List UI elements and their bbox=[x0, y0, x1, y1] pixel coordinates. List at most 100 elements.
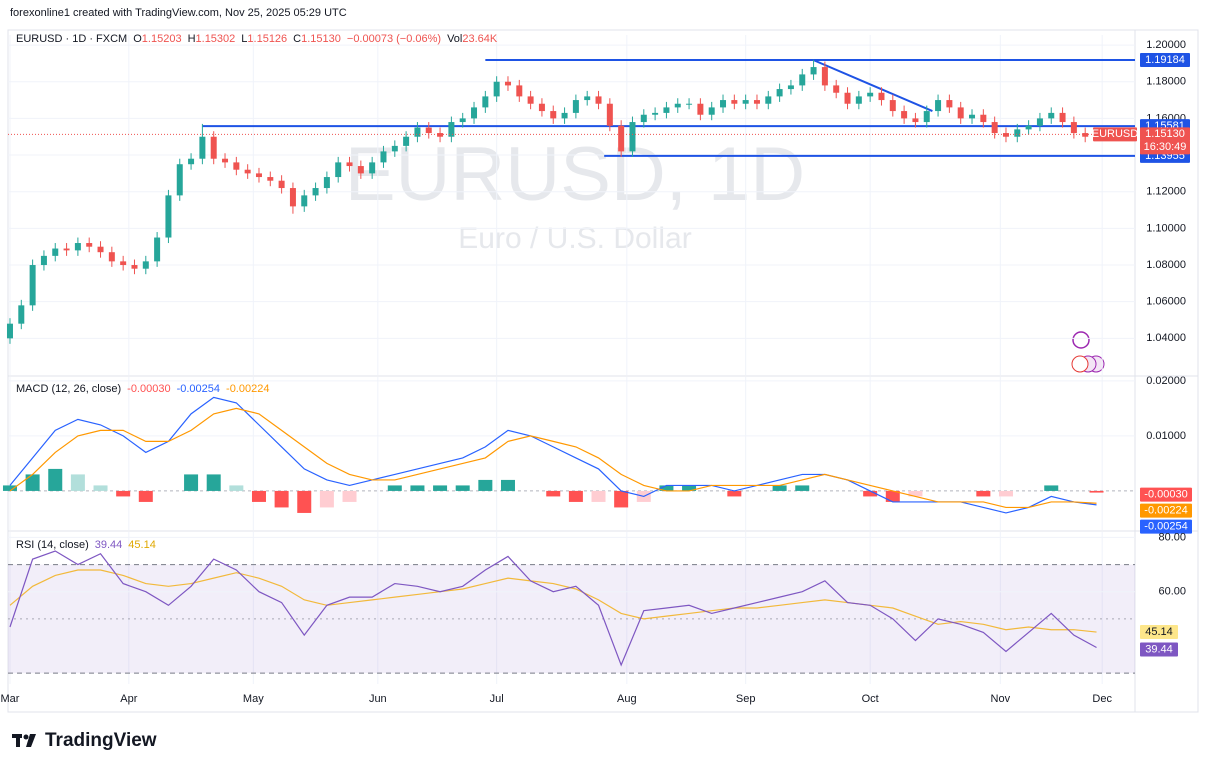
candle-body bbox=[629, 122, 636, 152]
candle-body bbox=[810, 67, 817, 75]
candle-body bbox=[188, 158, 195, 165]
candle-body bbox=[686, 103, 693, 105]
y-tick-label: 1.04000 bbox=[1146, 332, 1186, 344]
candle-body bbox=[1070, 122, 1077, 134]
ticker-label-bg bbox=[1093, 127, 1137, 142]
candle-body bbox=[210, 136, 217, 159]
legend: MACD (12, 26, close) -0.00030 -0.00254 -0.0… bbox=[16, 383, 269, 395]
histogram-bar bbox=[433, 485, 448, 491]
ohlc-value: 1.15130 bbox=[301, 33, 341, 45]
candle-body bbox=[742, 100, 749, 104]
candle-body bbox=[335, 162, 342, 178]
candle-body bbox=[527, 96, 534, 104]
candle-body bbox=[63, 248, 70, 251]
histogram-bar bbox=[410, 485, 425, 491]
candle-body bbox=[640, 114, 647, 123]
candle-body bbox=[255, 173, 262, 178]
histogram-bar bbox=[70, 474, 85, 491]
candle-body bbox=[312, 188, 319, 196]
candle-body bbox=[980, 114, 987, 123]
legend: EURUSD · 1D · FXCM O1.15203 H1.15302 L1.151… bbox=[16, 33, 498, 45]
macd-last: -0.00254 bbox=[1144, 520, 1187, 532]
histogram-bar bbox=[795, 485, 810, 491]
trend-line bbox=[813, 59, 933, 112]
candle-body bbox=[482, 96, 489, 108]
indicator-title: RSI (14, close) bbox=[16, 539, 89, 551]
x-tick-label: May bbox=[243, 693, 264, 705]
candle-body bbox=[108, 252, 115, 262]
histogram-bar bbox=[568, 490, 583, 502]
x-tick-label: Aug bbox=[617, 693, 637, 705]
histogram-bar bbox=[2, 485, 17, 491]
candle-body bbox=[504, 81, 511, 86]
ohlc-key: L bbox=[241, 33, 247, 45]
histogram-bar bbox=[206, 474, 221, 491]
histogram-last: -0.00030 bbox=[1144, 488, 1187, 500]
signal-value: -0.00224 bbox=[226, 383, 269, 395]
candle-body bbox=[86, 243, 93, 247]
rsi-last-bg bbox=[1140, 642, 1178, 657]
watermark-title: EURUSD, 1D bbox=[345, 132, 805, 217]
histogram-bar bbox=[251, 490, 266, 502]
candle-body bbox=[708, 107, 715, 115]
candle-body bbox=[674, 103, 681, 108]
candle-body bbox=[425, 127, 432, 134]
candle-body bbox=[369, 162, 376, 174]
ohlc-key: O bbox=[133, 33, 142, 45]
candle-body bbox=[957, 107, 964, 119]
brand: TradingView bbox=[45, 730, 157, 751]
x-tick-label: Oct bbox=[862, 693, 879, 705]
frame bbox=[7, 29, 1199, 713]
candle-body bbox=[176, 164, 183, 196]
candle-body bbox=[74, 243, 81, 251]
candle-body bbox=[391, 145, 398, 152]
candle-body bbox=[606, 103, 613, 126]
candle-body bbox=[1014, 129, 1021, 137]
event-icon[interactable] bbox=[1071, 355, 1089, 373]
candle-body bbox=[1048, 112, 1055, 119]
candle-body bbox=[40, 255, 47, 266]
histogram-last-bg bbox=[1140, 487, 1192, 502]
volume-key: Vol bbox=[447, 33, 462, 45]
candle-body bbox=[323, 177, 330, 189]
candle-body bbox=[267, 177, 274, 181]
x-tick-label: Dec bbox=[1092, 693, 1112, 705]
x-tick-label: Sep bbox=[736, 693, 756, 705]
candle-body bbox=[969, 114, 976, 119]
candle-body bbox=[1036, 118, 1043, 126]
y-tick-label: 0.01000 bbox=[1146, 430, 1186, 442]
candle-body bbox=[131, 265, 138, 269]
candle-body bbox=[1059, 112, 1066, 123]
last-price-label: 1.15130 bbox=[1145, 128, 1185, 140]
histogram-bar bbox=[342, 490, 357, 502]
histogram-bar bbox=[93, 485, 108, 491]
ticker-label: EURUSD bbox=[1092, 128, 1139, 140]
legend: RSI (14, close) 39.44 45.14 bbox=[16, 539, 156, 551]
candle-body bbox=[821, 67, 828, 86]
candle-body bbox=[855, 96, 862, 104]
rsi-ma-line bbox=[9, 569, 1097, 633]
ohlc-value: 1.15203 bbox=[142, 33, 182, 45]
candle-body bbox=[697, 103, 704, 115]
histogram-bar bbox=[274, 490, 289, 508]
histogram-bar bbox=[138, 490, 153, 502]
page-header: forexonline1 created with TradingView.co… bbox=[10, 7, 347, 19]
change: −0.00073 (−0.06%) bbox=[347, 33, 441, 45]
histogram-bar bbox=[682, 485, 697, 491]
candle-body bbox=[901, 111, 908, 119]
candle-body bbox=[561, 112, 568, 119]
event-icon[interactable] bbox=[1072, 331, 1090, 349]
candle-body bbox=[923, 111, 930, 123]
candle-body bbox=[538, 103, 545, 112]
rsi-ma-last: 45.14 bbox=[1145, 626, 1173, 638]
histogram-bar bbox=[659, 485, 674, 491]
candle-body bbox=[437, 133, 444, 137]
candle-body bbox=[833, 85, 840, 93]
candle-body bbox=[199, 136, 206, 159]
rsi-ma-value: 45.14 bbox=[128, 539, 156, 551]
candle-body bbox=[652, 112, 659, 115]
histogram-bar bbox=[1089, 490, 1104, 493]
histogram-bar bbox=[772, 485, 787, 491]
candle-body bbox=[301, 195, 308, 207]
